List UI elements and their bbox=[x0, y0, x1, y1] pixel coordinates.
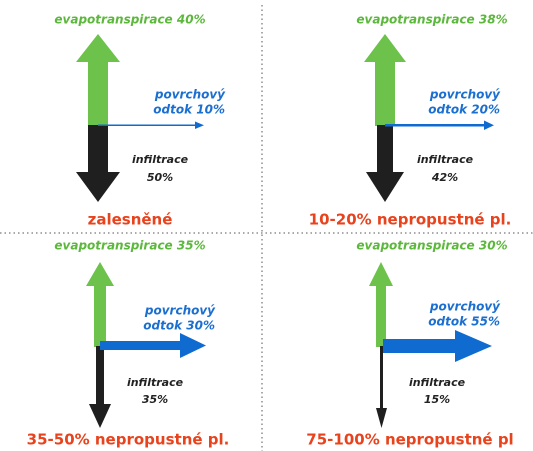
evapotranspiration-label: evapotranspirace 30% bbox=[356, 239, 507, 253]
arrow bbox=[88, 125, 108, 173]
arrow bbox=[366, 172, 404, 202]
infiltration-value: 35% bbox=[142, 393, 168, 406]
arrow bbox=[76, 34, 120, 62]
arrow bbox=[89, 404, 111, 428]
arrow bbox=[369, 262, 393, 286]
evapotranspiration-label: evapotranspirace 35% bbox=[54, 239, 205, 253]
runoff-label: odtok 55% bbox=[428, 315, 500, 329]
arrow bbox=[98, 124, 196, 126]
runoff-label: odtok 10% bbox=[153, 103, 225, 117]
arrow bbox=[377, 125, 393, 173]
arrow bbox=[380, 346, 383, 410]
arrow bbox=[375, 60, 395, 126]
arrow bbox=[385, 124, 485, 127]
runoff-label: odtok 30% bbox=[143, 319, 215, 333]
arrow bbox=[76, 172, 120, 202]
arrow bbox=[86, 262, 114, 286]
panel bbox=[364, 34, 494, 202]
panel-caption: 35-50% nepropustné pl. bbox=[27, 431, 230, 449]
runoff-label: povrchový bbox=[144, 304, 216, 318]
evapotranspiration-label: evapotranspirace 38% bbox=[356, 13, 507, 27]
infiltration-value: 50% bbox=[147, 171, 173, 184]
arrow bbox=[94, 284, 106, 347]
arrow bbox=[195, 121, 204, 129]
arrow bbox=[455, 330, 492, 362]
infiltration-label: infiltrace bbox=[409, 376, 466, 389]
arrow bbox=[383, 339, 457, 353]
arrow bbox=[88, 60, 108, 126]
runoff-label: povrchový bbox=[429, 300, 501, 314]
arrow bbox=[96, 346, 104, 406]
runoff-label: odtok 20% bbox=[428, 103, 500, 117]
infiltration-label: infiltrace bbox=[127, 376, 184, 389]
infiltration-label: infiltrace bbox=[417, 153, 474, 166]
evapotranspiration-label: evapotranspirace 40% bbox=[54, 13, 205, 27]
panel-caption: zalesněné bbox=[88, 211, 173, 229]
arrow bbox=[376, 284, 386, 347]
panel bbox=[76, 34, 204, 202]
arrow bbox=[180, 333, 206, 358]
panel bbox=[369, 262, 492, 428]
panel bbox=[86, 262, 206, 428]
arrow bbox=[100, 341, 182, 350]
arrow bbox=[364, 34, 406, 62]
infiltration-label: infiltrace bbox=[132, 153, 189, 166]
infiltration-value: 42% bbox=[431, 171, 458, 184]
arrow bbox=[484, 120, 494, 130]
runoff-label: povrchový bbox=[154, 88, 226, 102]
panel-caption: 10-20% nepropustné pl. bbox=[309, 211, 512, 229]
infiltration-value: 15% bbox=[424, 393, 450, 406]
arrow bbox=[376, 408, 387, 428]
panel-caption: 75-100% nepropustné pl bbox=[306, 431, 513, 449]
runoff-label: povrchový bbox=[429, 88, 501, 102]
